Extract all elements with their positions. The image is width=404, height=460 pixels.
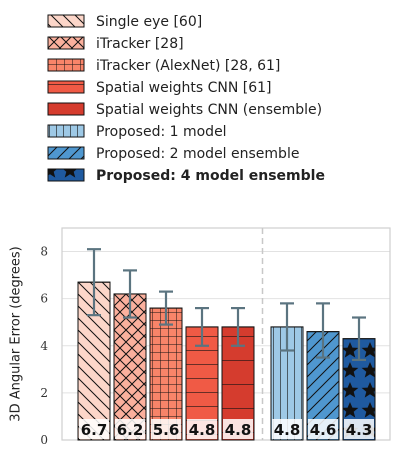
error-bar xyxy=(87,248,101,317)
value-label: 4.8 xyxy=(223,419,253,439)
legend-label: Spatial weights CNN (ensemble) xyxy=(96,102,322,118)
value-label: 6.7 xyxy=(79,419,109,439)
legend-label: iTracker [28] xyxy=(96,36,184,52)
error-bar xyxy=(159,290,173,326)
legend-item: Proposed: 2 model ensemble xyxy=(47,146,299,162)
y-axis-ticks: 0 2 4 6 8 xyxy=(40,245,48,447)
plot-area: 0 2 4 6 8 3D Angular Error (degrees) 6.7 6.2 5… xyxy=(9,227,391,447)
chart-legend: Single eye [60] iTracker [28] iTracker (Al… xyxy=(47,14,325,184)
legend-label: Spatial weights CNN [61] xyxy=(96,80,272,96)
legend-swatch-pattern xyxy=(47,36,85,50)
value-label-text: 6.2 xyxy=(117,421,144,439)
error-bars xyxy=(87,248,366,362)
error-bar xyxy=(231,306,245,347)
legend-swatch-pattern xyxy=(47,14,85,28)
bar-pattern xyxy=(149,307,183,441)
legend-item: Proposed: 1 model xyxy=(47,124,227,140)
y-tick-label: 0 xyxy=(40,433,48,447)
value-label: 4.3 xyxy=(344,419,374,439)
y-tick-label: 8 xyxy=(40,245,48,259)
legend-item: iTracker [28] xyxy=(47,36,184,52)
y-tick-label: 6 xyxy=(40,292,48,306)
legend-item: iTracker (AlexNet) [28, 61] xyxy=(47,58,280,74)
y-axis-label: 3D Angular Error (degrees) xyxy=(9,246,24,421)
value-label-text: 4.8 xyxy=(274,421,301,439)
legend-swatch-pattern xyxy=(47,102,85,116)
error-bar xyxy=(316,302,330,359)
value-label-text: 4.3 xyxy=(346,421,373,439)
error-bar xyxy=(123,269,137,319)
value-label: 5.6 xyxy=(151,419,181,439)
legend-label: Single eye [60] xyxy=(96,14,202,30)
value-labels: 6.7 6.2 5.6 4.8 4.8 4.8 4.6 4.3 xyxy=(79,419,374,439)
value-label: 4.8 xyxy=(187,419,217,439)
error-bar xyxy=(195,306,209,347)
y-tick-label: 2 xyxy=(40,386,48,400)
error-bar xyxy=(352,316,366,362)
legend-item: Proposed: 4 model ensemble xyxy=(47,168,325,184)
legend-label: Proposed: 1 model xyxy=(96,124,227,140)
legend-item: Spatial weights CNN [61] xyxy=(47,80,272,96)
value-label: 4.8 xyxy=(272,419,302,439)
y-tick-label: 4 xyxy=(40,339,48,353)
bars xyxy=(77,281,376,441)
legend-label: Proposed: 4 model ensemble xyxy=(96,168,325,184)
legend-swatch-pattern xyxy=(47,146,85,160)
value-label-text: 5.6 xyxy=(153,421,180,439)
legend-swatch-pattern xyxy=(47,168,85,182)
legend-swatch-pattern xyxy=(47,80,85,94)
legend-label: iTracker (AlexNet) [28, 61] xyxy=(96,58,280,74)
value-label: 4.6 xyxy=(308,419,338,439)
value-label-text: 4.6 xyxy=(310,421,337,439)
legend-item: Single eye [60] xyxy=(47,14,202,30)
value-label-text: 6.7 xyxy=(81,421,108,439)
value-label-text: 4.8 xyxy=(225,421,252,439)
legend-swatch-pattern xyxy=(47,58,85,72)
legend-item: Spatial weights CNN (ensemble) xyxy=(47,102,322,118)
legend-label: Proposed: 2 model ensemble xyxy=(96,146,299,162)
legend-swatch-pattern xyxy=(47,124,85,138)
error-bar xyxy=(280,302,294,352)
value-label: 6.2 xyxy=(115,419,145,439)
value-label-text: 4.8 xyxy=(189,421,216,439)
